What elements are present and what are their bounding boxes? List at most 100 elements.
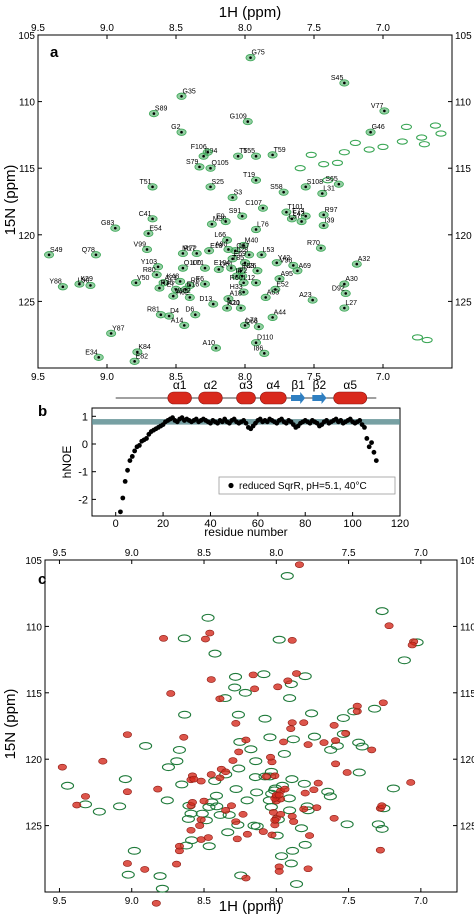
panel-c-reference-peak (272, 635, 286, 644)
panel-c-overlay-peak (151, 899, 161, 907)
panel-c-reference-peak (285, 846, 300, 855)
panel-c-overlay-peak (98, 757, 108, 765)
panel-b-ss-label: α2 (204, 378, 218, 392)
panel-a-x-axis-label: 1H (ppm) (219, 4, 282, 21)
panel-c-reference-peak (208, 777, 222, 786)
panel-a-peak-marker (254, 281, 258, 285)
panel-a-peak-marker (243, 324, 247, 327)
panel-a-peak-label: I22 (238, 268, 248, 275)
panel-a-top-tick-label: 7.0 (376, 23, 390, 34)
panel-b-legend-marker (228, 482, 234, 489)
panel-c-overlay-peak (276, 811, 286, 818)
panel-c-reference-peak (238, 688, 252, 697)
panel-c-bottom-tick-label: 8.5 (197, 896, 211, 907)
panel-c-reference-peak (282, 794, 296, 803)
panel-a-peak-marker (343, 81, 346, 85)
panel-b-x-tick-label: 60 (252, 518, 264, 530)
panel-a-peak-label: C107 (245, 200, 262, 207)
panel-c-overlay-peak (375, 846, 385, 854)
panel-c-reference-peak (78, 800, 93, 809)
panel-c-reference-peak (286, 735, 300, 744)
panel-b-y-ticks: -2 -1 0 1 (78, 411, 96, 506)
panel-b-y-axis-label: hNOE (60, 446, 74, 479)
panel-a-peak-label: S108 (307, 179, 323, 186)
panel-a-bottom-tick-label: 7.0 (376, 372, 390, 383)
panel-a-peak-marker (239, 269, 243, 273)
panel-c-right-tick-label: 110 (460, 622, 474, 633)
panel-a-peak-marker (188, 296, 192, 299)
panel-a-peak-marker (151, 217, 154, 221)
panel-c-reference-peak (336, 714, 350, 722)
panel-a-peak-label: S91 (229, 208, 242, 215)
panel-a-peak-marker (159, 313, 163, 317)
panel-a-peak-label: E34 (85, 349, 98, 356)
panel-a-peak-label: G109 (230, 114, 247, 121)
panel-c-reference-peak (274, 852, 289, 861)
panel-a-peak-label: E33 (242, 263, 255, 270)
panel-a-bottom-tick-label: 7.5 (307, 372, 321, 383)
panel-a-left-tick-label: 105 (18, 31, 35, 42)
panel-a-top-tick-label: 7.5 (307, 23, 321, 34)
panel-a-peak-marker (145, 248, 149, 251)
panel-a-peak-label: E104 (214, 260, 230, 267)
panel-a-peak-label: H33 (230, 284, 243, 291)
panel-a-peak-marker (257, 325, 261, 329)
panel-b-hnoe-plot: b α1 α2 α3 α4 β1 β2 α5 0 20 40 60 80 100 120 -2-101 … (38, 378, 409, 539)
panel-b-legend-text: reduced SqrR, pH=5.1, 40°C (239, 481, 367, 492)
panel-b-x-tick-label: 20 (157, 518, 169, 530)
panel-a-unassigned-peak (435, 130, 447, 137)
panel-a-unassigned-peak (429, 122, 441, 129)
panel-a-y-ticks: 105 105 110 110 115 115 120 120 125 125 (18, 31, 472, 308)
panel-c-overlay-peak (57, 763, 67, 771)
panel-c-reference-peak (231, 710, 245, 719)
panel-c-reference-peak (307, 732, 322, 741)
panel-a-peak-marker (167, 314, 171, 318)
panel-a-peak-label: E18 (210, 243, 223, 250)
panel-c-left-tick-label: 110 (26, 622, 42, 633)
panel-a-peak-marker (275, 261, 279, 265)
panel-c-overlay-peak (274, 791, 284, 799)
panel-a-left-tick-label: 110 (19, 98, 35, 109)
panel-a-y-axis-label: 15N (ppm) (2, 165, 19, 236)
panel-b-ss-label: α1 (173, 378, 187, 392)
panel-b-helix (167, 391, 192, 405)
panel-b-data-point (127, 458, 133, 464)
panel-b-data-point (357, 418, 363, 423)
panel-a-peak-label: L28 (236, 247, 248, 254)
panel-a-peak-label: V102 (174, 288, 190, 295)
panel-c-reference-peak (263, 733, 277, 742)
panel-c-overlay-peak (305, 832, 315, 839)
panel-c-overlay-peak (228, 757, 238, 764)
panel-c-overlay-peak (384, 622, 394, 630)
panel-c-overlay-peak (258, 828, 268, 835)
panel-c-overlay-peak (342, 769, 352, 776)
panel-a-peak-marker (355, 262, 359, 266)
panel-a-peak-marker (236, 154, 240, 158)
panel-c-overlay-peak (312, 804, 322, 811)
panel-a-peak-label: R97 (325, 207, 338, 214)
panel-a-peak-marker (322, 224, 325, 227)
panel-c-overlay-peak (221, 807, 231, 814)
panel-c-reference-peak (155, 884, 169, 893)
panel-c-frame (44, 559, 458, 893)
panel-a-peak-label: A62 (176, 289, 189, 296)
panel-c-y-axis-label: 15N (ppm) (2, 689, 19, 760)
panel-c-reference-peak (368, 704, 382, 713)
panel-c-bottom-tick-label: 9.0 (125, 896, 139, 907)
panel-b-data-point (120, 495, 126, 501)
panel-a-peak-marker (383, 109, 386, 113)
panel-a-hsqc-spectrum: a 1H (ppm) 15N (ppm) 9.5 9.5 9.0 9.0 8.5 8.5 8… (2, 4, 472, 383)
panel-c-overlay-peak (203, 834, 213, 841)
panel-a-peak-marker (260, 253, 263, 257)
panel-a-peak-marker (156, 265, 160, 269)
panel-a-peak-label: K48 (167, 273, 180, 280)
panel-c-top-tick-label: 9.0 (125, 548, 139, 559)
panel-a-peak-marker (249, 56, 252, 59)
panel-a-unassigned-peak (377, 143, 389, 151)
panel-a-peak-marker (271, 153, 274, 157)
panel-a-right-tick-label: 125 (455, 297, 472, 308)
panel-c-overlay-peak (206, 771, 216, 778)
panel-c-overlay-peak (279, 738, 289, 746)
panel-a-peak-marker (311, 298, 314, 302)
panel-a-peak-marker (344, 292, 348, 295)
